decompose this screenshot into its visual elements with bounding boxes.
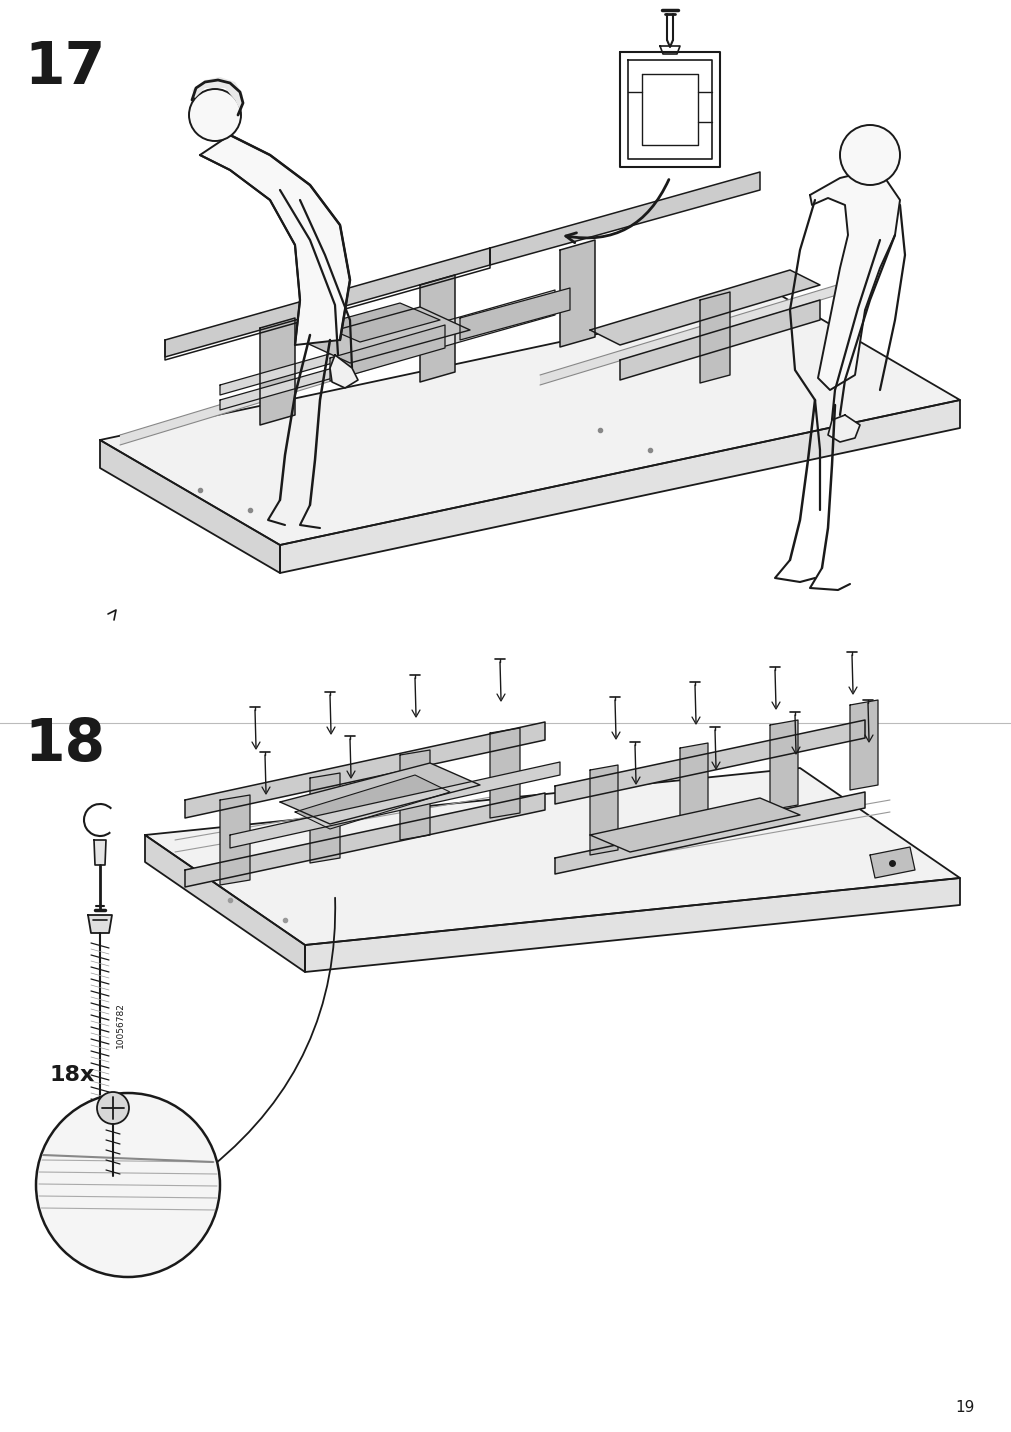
- Circle shape: [839, 125, 899, 185]
- FancyArrowPatch shape: [212, 898, 335, 1166]
- Polygon shape: [185, 793, 545, 886]
- Polygon shape: [620, 299, 819, 379]
- Polygon shape: [589, 765, 618, 855]
- Polygon shape: [460, 288, 569, 339]
- Polygon shape: [219, 291, 554, 395]
- Polygon shape: [229, 762, 559, 848]
- Polygon shape: [700, 292, 729, 382]
- Polygon shape: [540, 275, 869, 385]
- Polygon shape: [589, 798, 800, 852]
- Polygon shape: [330, 325, 445, 381]
- Polygon shape: [88, 915, 112, 934]
- Polygon shape: [192, 77, 243, 110]
- Polygon shape: [554, 792, 864, 874]
- Polygon shape: [94, 841, 106, 865]
- Polygon shape: [120, 335, 450, 445]
- Polygon shape: [769, 720, 798, 811]
- Polygon shape: [219, 795, 250, 885]
- Polygon shape: [165, 248, 489, 357]
- Polygon shape: [95, 1110, 105, 1123]
- Polygon shape: [319, 304, 440, 342]
- Polygon shape: [330, 355, 358, 388]
- Circle shape: [36, 1093, 219, 1277]
- Polygon shape: [280, 763, 479, 823]
- Polygon shape: [299, 306, 469, 362]
- Polygon shape: [200, 135, 350, 345]
- Polygon shape: [589, 271, 819, 345]
- Text: 10056782: 10056782: [115, 1002, 124, 1048]
- FancyArrowPatch shape: [565, 179, 668, 242]
- Text: 18x: 18x: [50, 1065, 95, 1085]
- Polygon shape: [849, 700, 878, 790]
- Polygon shape: [809, 172, 899, 390]
- Polygon shape: [309, 773, 340, 863]
- Text: 17: 17: [24, 40, 105, 96]
- Polygon shape: [295, 775, 450, 829]
- Polygon shape: [827, 415, 859, 442]
- Polygon shape: [554, 720, 864, 803]
- Polygon shape: [489, 172, 759, 265]
- Polygon shape: [100, 440, 280, 573]
- Polygon shape: [145, 768, 959, 945]
- Polygon shape: [679, 743, 708, 833]
- Polygon shape: [260, 318, 295, 425]
- Text: 19: 19: [954, 1400, 974, 1415]
- Polygon shape: [304, 878, 959, 972]
- Circle shape: [97, 1093, 128, 1124]
- Polygon shape: [399, 750, 430, 841]
- Polygon shape: [185, 722, 545, 818]
- Text: 18: 18: [24, 716, 105, 773]
- Polygon shape: [489, 727, 520, 818]
- Polygon shape: [420, 275, 455, 382]
- Polygon shape: [280, 400, 959, 573]
- Circle shape: [189, 89, 241, 140]
- Polygon shape: [145, 835, 304, 972]
- Polygon shape: [100, 295, 959, 546]
- Polygon shape: [869, 846, 914, 878]
- Polygon shape: [559, 241, 594, 347]
- Polygon shape: [219, 305, 554, 410]
